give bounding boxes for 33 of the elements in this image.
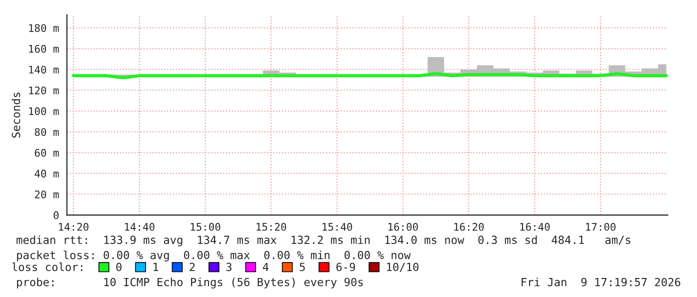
x-tick-label: 16:40 <box>520 222 550 231</box>
x-tick-label: 14:20 <box>59 222 88 231</box>
y-tick-label: 100 m <box>29 107 59 116</box>
legend-label: 4 <box>262 262 268 271</box>
legend-label: 1 <box>154 262 158 271</box>
x-tick-label: 15:40 <box>322 222 352 231</box>
y-tick-label: 40 m <box>34 170 59 178</box>
x-tick-label: 15:20 <box>256 222 286 231</box>
y-tick-label: 60 m <box>34 148 59 157</box>
y-tick-label: 160 m <box>29 44 59 53</box>
y-tick-label: 0 <box>54 211 59 220</box>
y-tick-label: 80 m <box>34 128 59 136</box>
legend-label: 10/10 <box>387 262 418 272</box>
legend-label: 2 <box>190 262 195 271</box>
y-axis-title: Seconds <box>12 92 20 138</box>
x-tick-label: 15:00 <box>190 222 220 231</box>
legend-label: 6-9 <box>336 262 355 272</box>
y-tick-label: 120 m <box>29 86 59 94</box>
legend-label: 0 <box>116 262 122 272</box>
text: Fri Jan 9 17:19:57 2026 <box>522 278 680 286</box>
legend-title: loss color: <box>12 262 82 272</box>
x-tick-label: 16:20 <box>454 222 484 231</box>
text: probe: 10 ICMP Echo Pings (56 Bytes) every 90s <box>17 278 363 288</box>
legend-label: 5 <box>300 262 305 272</box>
x-tick-label: 14:40 <box>125 222 154 231</box>
x-tick-label: 17:00 <box>586 222 616 231</box>
legend-label: 3 <box>226 262 232 272</box>
x-tick-label: 16:00 <box>388 222 418 231</box>
y-tick-label: 140 m <box>29 66 59 74</box>
text: median rtt: 133.9 ms avg 134.7 ms max 132.2 ms min 134.0 ms now 0.3 ms sd 484.1 am/s <box>16 235 630 246</box>
y-tick-label: 180 m <box>29 24 59 32</box>
text: packet loss: 0.00 % avg 0.00 % max 0.00 % min 0.00 % now <box>17 250 411 262</box>
y-tick-label: 20 m <box>34 190 59 198</box>
